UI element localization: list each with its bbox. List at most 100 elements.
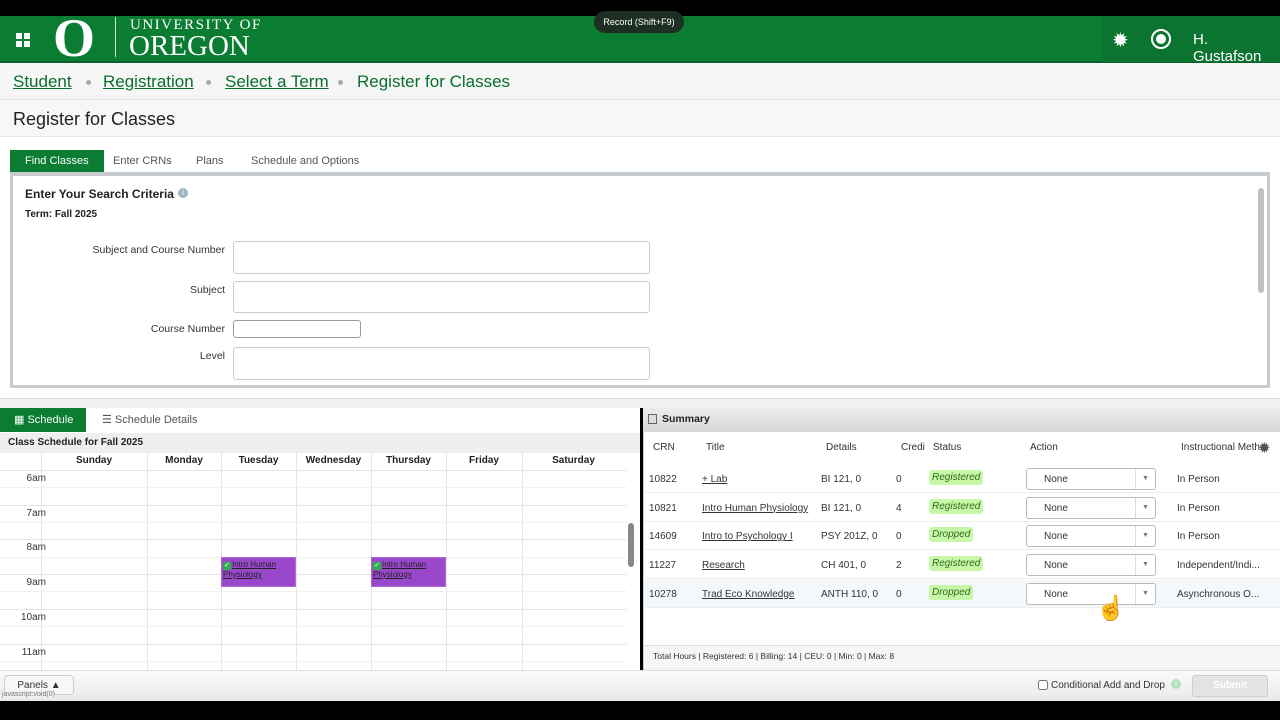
search-heading: Enter Your Search Criteria — [25, 187, 174, 201]
action-select[interactable]: None ▼ — [1026, 525, 1156, 548]
breadcrumb-student[interactable]: Student — [13, 72, 72, 91]
apps-grid-icon[interactable] — [16, 33, 30, 47]
time-label: 9am — [26, 577, 46, 589]
calendar-grid: Sunday Monday Tuesday Wednesday Thursday Frid… — [0, 453, 627, 670]
tab-schedule[interactable]: ▦ Schedule — [0, 408, 86, 432]
details: BI 121, 0 — [821, 502, 862, 514]
column-header[interactable]: Action — [1030, 442, 1058, 453]
status-badge: Dropped — [929, 584, 974, 600]
credits: 2 — [896, 560, 902, 572]
tab-schedule-options[interactable]: Schedule and Options — [251, 155, 360, 167]
credits: 0 — [896, 588, 902, 600]
time-label: 8am — [26, 542, 46, 554]
crn: 10278 — [649, 588, 677, 600]
column-settings-gear-icon[interactable]: ✹ — [1258, 440, 1271, 457]
column-header[interactable]: Instructional Meth — [1181, 442, 1260, 453]
instructional-method: Asynchronous O... — [1177, 588, 1260, 600]
breadcrumb-registration[interactable]: Registration — [103, 72, 194, 91]
table-row: 10278 Trad Eco Knowledge ANTH 110, 0 0 Dropp… — [644, 579, 1280, 608]
subject-course-label: Subject and Course Number — [92, 244, 226, 256]
record-tooltip: Record (Shift+F9) — [594, 11, 684, 33]
grid-line — [296, 453, 297, 670]
subject-input[interactable] — [233, 281, 650, 313]
course-title-link[interactable]: + Lab — [702, 474, 728, 485]
grid-line — [0, 626, 627, 628]
table-row: 10822 + Lab BI 121, 0 0 Registered None ▼ In Pe… — [644, 465, 1280, 493]
chevron-down-icon: ▼ — [1135, 555, 1155, 576]
logo[interactable]: O — [52, 8, 95, 68]
search-scrollbar[interactable] — [1256, 178, 1266, 383]
details: ANTH 110, 0 — [821, 588, 879, 600]
total-hours: Total Hours | Registered: 6 | Billing: 1… — [644, 645, 1280, 670]
time-label: 6am — [26, 473, 46, 484]
level-label: Level — [199, 350, 225, 362]
tab-enter-crns[interactable]: Enter CRNs — [113, 155, 172, 167]
schedule-event[interactable]: ✓ Intro Human Physiology — [221, 556, 296, 588]
subject-course-input[interactable] — [233, 241, 650, 274]
credits: 4 — [896, 502, 902, 514]
grid-line — [0, 504, 627, 506]
action-select[interactable]: None ▼ — [1026, 496, 1156, 519]
list-icon: ☰ — [102, 414, 115, 426]
credits: 0 — [896, 531, 902, 543]
course-title-link[interactable]: Research — [702, 560, 745, 572]
status-badge: Registered — [929, 470, 984, 485]
submit-button[interactable]: Submit — [1192, 675, 1268, 697]
grid-line — [0, 556, 627, 558]
status-badge: Dropped — [929, 527, 974, 543]
logo-divider — [115, 17, 116, 57]
schedule-event[interactable]: ✓ Intro Human Physiology — [371, 556, 446, 588]
column-header[interactable]: Credi — [901, 442, 925, 453]
status-badge: Registered — [929, 498, 984, 514]
course-title-link[interactable]: Intro to Psychology I — [702, 531, 793, 543]
day-header-monday: Monday — [165, 455, 203, 466]
crn: 10822 — [649, 474, 677, 485]
grid-line — [0, 608, 627, 610]
course-number-label: Course Number — [150, 323, 225, 335]
breadcrumb — [0, 63, 1280, 100]
user-avatar-icon[interactable] — [1151, 29, 1171, 49]
check-icon: ✓ — [223, 561, 231, 570]
course-title-link[interactable]: Intro Human Physiology — [702, 502, 809, 514]
hand-cursor-icon: ☝ — [1096, 595, 1126, 622]
gear-icon[interactable]: ✹ — [1112, 30, 1129, 52]
tab-schedule-details[interactable]: ☰ Schedule Details — [102, 408, 197, 432]
title-bar — [0, 100, 1280, 137]
action-value: None — [1044, 531, 1068, 543]
conditional-add-drop-checkbox[interactable] — [1038, 680, 1048, 691]
grid-line — [0, 470, 627, 471]
column-header[interactable]: Status — [933, 442, 962, 453]
tab-plans[interactable]: Plans — [196, 155, 224, 167]
panel-splitter[interactable] — [0, 398, 1280, 408]
level-input[interactable] — [233, 347, 650, 380]
calendar-scrollbar[interactable] — [627, 468, 637, 670]
course-title-link[interactable]: Trad Eco Knowledge — [702, 588, 795, 600]
action-select[interactable]: None ▼ — [1026, 582, 1156, 605]
grid-line — [446, 453, 447, 670]
user-name[interactable]: H. Gustafson — [1193, 31, 1262, 65]
tab-find-classes[interactable]: Find Classes — [10, 150, 104, 172]
time-label: 10am — [20, 611, 46, 623]
conditional-add-drop[interactable]: Conditional Add and Drop — [1038, 680, 1165, 691]
column-header[interactable]: CRN — [653, 442, 675, 453]
day-header-wednesday: Wednesday — [305, 455, 362, 466]
breadcrumb-separator — [86, 80, 91, 85]
course-number-input[interactable] — [233, 320, 361, 338]
info-icon[interactable]: i — [1171, 679, 1181, 689]
column-header[interactable]: Title — [706, 442, 725, 453]
table-row: 10821 Intro Human Physiology BI 121, 0 4 Reg… — [644, 494, 1280, 522]
column-header[interactable]: Details — [826, 442, 857, 453]
info-icon[interactable]: i — [178, 188, 188, 198]
grid-line — [0, 643, 627, 645]
chevron-down-icon: ▼ — [1135, 526, 1155, 547]
grid-line — [0, 522, 627, 524]
action-select[interactable]: None ▼ — [1026, 468, 1156, 490]
logo-text-top: UNIVERSITY OF — [130, 17, 262, 33]
action-select[interactable]: None ▼ — [1026, 554, 1156, 577]
summary-icon — [648, 414, 657, 424]
instructional-method: In Person — [1177, 531, 1220, 543]
breadcrumb-select-term[interactable]: Select a Term — [225, 72, 329, 91]
day-header-thursday: Thursday — [385, 455, 431, 466]
breadcrumb-current: Register for Classes — [357, 72, 511, 91]
day-header-tuesday: Tuesday — [238, 455, 279, 466]
